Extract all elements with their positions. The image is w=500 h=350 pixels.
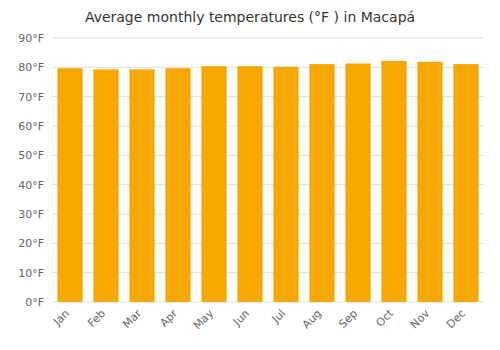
y-tick-label: 30°F (18, 208, 44, 221)
bar (345, 64, 370, 302)
x-tick-label: Jul (269, 307, 288, 326)
x-tick-label: Aug (300, 307, 324, 331)
x-tick-label: Jan (50, 307, 72, 329)
chart-container: Average monthly temperatures (°F ) in Ma… (0, 0, 500, 350)
y-tick-label: 70°F (18, 91, 44, 104)
x-tick-label: Dec (444, 307, 468, 331)
y-tick-label: 10°F (18, 267, 44, 280)
y-tick-label: 80°F (18, 61, 44, 74)
page: {"chart_data": {"type": "bar", "title": … (0, 0, 500, 350)
grid-line (52, 38, 484, 39)
bar (129, 69, 154, 302)
x-tick-label: Oct (373, 306, 396, 329)
bar (237, 66, 262, 302)
y-tick-label: 90°F (18, 32, 44, 45)
y-tick-label: 40°F (18, 179, 44, 192)
x-tick-label: May (191, 307, 217, 333)
bar (453, 64, 478, 302)
x-tick-label: Apr (157, 307, 180, 330)
y-tick-label: 20°F (18, 237, 44, 250)
y-axis: 0°F 10°F 20°F 30°F 40°F 50°F 60°F 70°F 80°F 90°F (18, 32, 44, 309)
x-tick-label: Mar (120, 307, 144, 331)
x-tick-label: Nov (408, 307, 433, 332)
x-tick-label: Jun (230, 307, 252, 329)
grid (52, 38, 484, 302)
chart: Average monthly temperatures (°F ) in Ma… (0, 0, 500, 350)
x-axis: Jan Feb Mar Apr May Jun Jul Aug Sep Oct Nov Dec (50, 306, 468, 332)
x-tick-label: Sep (336, 307, 360, 331)
bars (57, 61, 478, 302)
bar (417, 62, 442, 302)
bar (273, 67, 298, 302)
bar (165, 68, 190, 302)
bar (309, 64, 334, 302)
y-tick-label: 60°F (18, 120, 44, 133)
title: Average monthly temperatures (°F ) in Ma… (85, 9, 415, 25)
bar (381, 61, 406, 302)
bar (201, 66, 226, 302)
y-tick-label: 50°F (18, 149, 44, 162)
x-tick-label: Feb (85, 307, 108, 330)
bar (93, 69, 118, 302)
bar (57, 68, 82, 302)
y-tick-label: 0°F (25, 296, 44, 309)
